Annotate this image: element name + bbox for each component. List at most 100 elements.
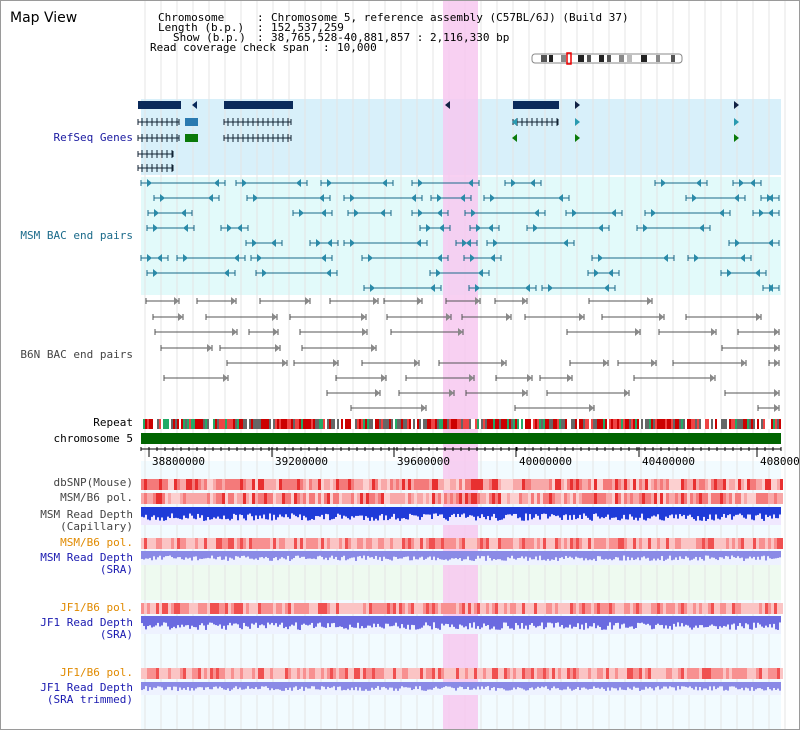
repeat-element: [715, 419, 717, 429]
dbsnp-heat: [168, 479, 171, 490]
track-label-msm-b6-pol-1[interactable]: MSM/B6 pol.: [60, 491, 133, 504]
msm-b6-pol-heat-2: [270, 538, 273, 549]
jf1-b6-pol-heat-2: [246, 668, 249, 679]
jf1-b6-pol-heat: [360, 603, 363, 614]
track-label-refseq-genes[interactable]: RefSeq Genes: [53, 131, 133, 144]
dbsnp-heat: [459, 479, 462, 490]
jf1-trimmed-depth-bar: [593, 682, 595, 687]
track-label-msm-depth-sra[interactable]: MSM Read Depth (SRA): [40, 551, 133, 576]
jf1-trimmed-depth-bar: [371, 682, 373, 688]
track-label-dbsnp[interactable]: dbSNP(Mouse): [53, 476, 133, 489]
jf1-sra-depth-bar: [617, 616, 619, 623]
track-label-chromosome[interactable]: chromosome 5: [53, 432, 133, 445]
msm-capillary-depth-bar: [639, 507, 641, 518]
jf1-sra-depth-bar: [699, 616, 701, 626]
track-label-repeat[interactable]: Repeat: [93, 416, 133, 429]
track-label-msm-bac[interactable]: MSM BAC end pairs: [20, 229, 133, 242]
jf1-sra-depth-bar: [251, 616, 253, 624]
jf1-trimmed-depth-bar: [425, 682, 427, 691]
jf1-b6-pol-heat: [186, 603, 189, 614]
msm-capillary-depth-bar: [511, 507, 513, 516]
jf1-b6-pol-heat-2: [594, 668, 597, 679]
msm-capillary-depth-bar: [531, 507, 533, 520]
msm-capillary-depth-bar: [777, 507, 779, 519]
jf1-b6-pol-heat-2: [339, 668, 342, 679]
jf1-sra-depth-bar: [325, 616, 327, 628]
b6n-bac-end-arrow: [711, 328, 716, 336]
jf1-b6-pol-heat-2: [672, 668, 675, 679]
track-label-jf1-b6-pol-2[interactable]: JF1/B6 pol.: [60, 666, 133, 679]
msm-b6-pol-heat-2: [534, 538, 537, 549]
msm-b6-pol-heat-2: [189, 538, 192, 549]
msm-sra-depth-bar: [391, 551, 393, 561]
track-label-b6n-bac[interactable]: B6N BAC end pairs: [20, 348, 133, 361]
msm-capillary-depth-bar: [253, 507, 255, 521]
track-label-msm-b6-pol-2[interactable]: MSM/B6 pol.: [60, 536, 133, 549]
track-label-jf1-depth-sra[interactable]: JF1 Read Depth (SRA): [40, 616, 133, 641]
msm-sra-depth-bar: [149, 551, 151, 558]
msm-capillary-depth-bar: [547, 507, 549, 519]
msm-capillary-depth-bar: [539, 507, 541, 520]
dbsnp-heat: [312, 479, 315, 490]
msm-b6-pol-heat: [345, 493, 348, 504]
dbsnp-heat: [762, 479, 765, 490]
track-label-jf1-depth-trimmed[interactable]: JF1 Read Depth (SRA trimmed): [40, 681, 133, 706]
msm-bac-end-arrow: [418, 179, 423, 187]
repeat-element: [619, 419, 621, 429]
jf1-trimmed-depth-bar: [347, 682, 349, 689]
msm-sra-depth-bar: [321, 551, 323, 557]
msm-b6-pol-heat: [444, 493, 447, 504]
msm-b6-pol-heat: [579, 493, 582, 504]
msm-b6-pol-heat-2: [474, 538, 477, 549]
msm-b6-pol-heat-2: [426, 538, 429, 549]
repeat-element: [265, 419, 267, 429]
msm-b6-pol-heat-2: [153, 538, 156, 549]
msm-sra-depth-bar: [613, 551, 615, 560]
jf1-trimmed-depth-bar: [585, 682, 587, 689]
jf1-b6-pol-heat: [678, 603, 681, 614]
jf1-b6-pol-heat-2: [363, 668, 366, 679]
jf1-sra-depth-bar: [671, 616, 673, 630]
msm-b6-pol-heat-2: [267, 538, 270, 549]
jf1-trimmed-depth-bar: [547, 682, 549, 689]
msm-b6-pol-heat-2: [591, 538, 594, 549]
jf1-sra-depth-bar: [513, 616, 515, 630]
dbsnp-heat: [297, 479, 300, 490]
msm-b6-pol-heat-2: [477, 538, 480, 549]
track-label-jf1-b6-pol-1[interactable]: JF1/B6 pol.: [60, 601, 133, 614]
msm-sra-depth-bar: [543, 551, 545, 560]
msm-sra-depth-bar: [351, 551, 353, 558]
b6n-bac-end-arrow: [282, 359, 287, 367]
jf1-b6-pol-heat: [483, 603, 486, 614]
b6n-bac-end-arrow: [710, 374, 715, 382]
jf1-b6-pol-heat: [171, 603, 174, 614]
msm-bac-end-arrow: [694, 254, 699, 262]
track-label-msm-depth-capillary[interactable]: MSM Read Depth (Capillary): [40, 508, 133, 533]
msm-bac-end-arrow: [533, 224, 538, 232]
jf1-trimmed-depth-bar: [439, 682, 441, 689]
jf1-b6-pol-heat-2: [357, 668, 360, 679]
dbsnp-heat: [510, 479, 513, 490]
jf1-sra-depth-bar: [701, 616, 703, 626]
jf1-sra-depth-bar: [749, 616, 751, 630]
jf1-sra-depth-bar: [459, 616, 461, 625]
msm-b6-pol-heat: [642, 493, 645, 504]
jf1-b6-pol-heat: [141, 603, 144, 614]
msm-bac-end-arrow: [319, 194, 324, 202]
repeat-element: [731, 419, 733, 429]
jf1-sra-depth-bar: [543, 616, 545, 630]
axis-tick-label: 4080000: [760, 455, 800, 468]
jf1-trimmed-depth-bar: [297, 682, 299, 690]
msm-b6-pol-heat-2: [423, 538, 426, 549]
jf1-sra-depth-bar: [337, 616, 339, 628]
msm-b6-pol-heat: [441, 493, 444, 504]
jf1-b6-pol-heat-2: [705, 668, 708, 679]
jf1-trimmed-depth-bar: [731, 682, 733, 687]
msm-capillary-depth-bar: [345, 507, 347, 517]
jf1-trimmed-depth-bar: [479, 682, 481, 690]
repeat-element: [427, 419, 429, 429]
msm-capillary-depth-bar: [569, 507, 571, 516]
b6n-bac-end-arrow: [275, 344, 280, 352]
msm-b6-pol-heat: [531, 493, 534, 504]
